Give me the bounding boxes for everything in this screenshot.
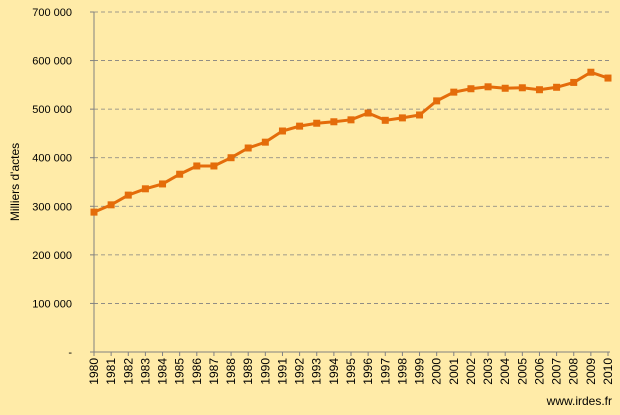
marker: [450, 88, 458, 96]
x-tick-label: 1986: [190, 358, 204, 385]
marker: [535, 86, 543, 94]
marker: [587, 68, 595, 76]
x-tick-label: 1987: [207, 358, 221, 385]
x-tick-label: 2010: [601, 358, 615, 385]
x-tick-label: 1983: [138, 358, 152, 385]
x-tick-label: 1981: [104, 358, 118, 385]
x-tick-label: 1995: [344, 358, 358, 385]
marker: [124, 191, 132, 199]
y-tick-label: 200 000: [32, 250, 72, 262]
x-tick-label: 1982: [121, 358, 135, 385]
marker: [244, 144, 252, 152]
y-tick-label: -: [68, 347, 72, 359]
marker: [141, 185, 149, 193]
marker: [364, 109, 372, 117]
marker: [330, 118, 338, 126]
marker: [90, 208, 98, 216]
marker: [381, 116, 389, 124]
marker: [347, 116, 355, 124]
x-tick-label: 1998: [395, 358, 409, 385]
y-axis-label: Milliers d'actes: [8, 143, 22, 221]
x-tick-label: 1990: [258, 358, 272, 385]
x-tick-label: 2000: [430, 358, 444, 385]
x-tick-label: 1989: [241, 358, 255, 385]
x-tick-label: 2008: [567, 358, 581, 385]
y-tick-label: 700 000: [32, 7, 72, 19]
marker: [278, 127, 286, 135]
x-tick-label: 1980: [87, 358, 101, 385]
marker: [416, 111, 424, 119]
marker: [313, 119, 321, 127]
marker: [398, 114, 406, 122]
x-tick-label: 2009: [584, 358, 598, 385]
marker: [176, 170, 184, 178]
x-tick-label: 1994: [327, 358, 341, 385]
annotation: www.irdes.fr: [546, 394, 612, 408]
x-tick-label: 1991: [275, 358, 289, 385]
y-tick-label: 500 000: [32, 104, 72, 116]
x-tick-label: 2002: [464, 358, 478, 385]
marker: [553, 83, 561, 91]
marker: [501, 84, 509, 92]
marker: [193, 162, 201, 170]
marker: [467, 85, 475, 93]
y-tick-label: 400 000: [32, 153, 72, 165]
x-tick-label: 2003: [481, 358, 495, 385]
x-tick-label: 1985: [173, 358, 187, 385]
marker: [227, 154, 235, 162]
marker: [107, 201, 115, 209]
x-tick-label: 2006: [532, 358, 546, 385]
x-tick-label: 1992: [293, 358, 307, 385]
marker: [159, 180, 167, 188]
marker: [518, 84, 526, 92]
marker: [433, 97, 441, 105]
x-tick-label: 1999: [413, 358, 427, 385]
x-tick-label: 1997: [378, 358, 392, 385]
y-tick-label: 100 000: [32, 298, 72, 310]
x-tick-label: 2007: [550, 358, 564, 385]
marker: [261, 138, 269, 146]
marker: [570, 78, 578, 86]
y-tick-label: 600 000: [32, 56, 72, 68]
marker: [484, 83, 492, 91]
marker: [604, 74, 612, 82]
x-tick-label: 2004: [498, 358, 512, 385]
x-tick-label: 1996: [361, 358, 375, 385]
x-tick-label: 1993: [310, 358, 324, 385]
x-tick-label: 1984: [156, 358, 170, 385]
y-tick-label: 300 000: [32, 201, 72, 213]
x-tick-label: 2001: [447, 358, 461, 385]
x-tick-label: 1988: [224, 358, 238, 385]
x-tick-label: 2005: [515, 358, 529, 385]
marker: [210, 162, 218, 170]
marker: [296, 122, 304, 130]
